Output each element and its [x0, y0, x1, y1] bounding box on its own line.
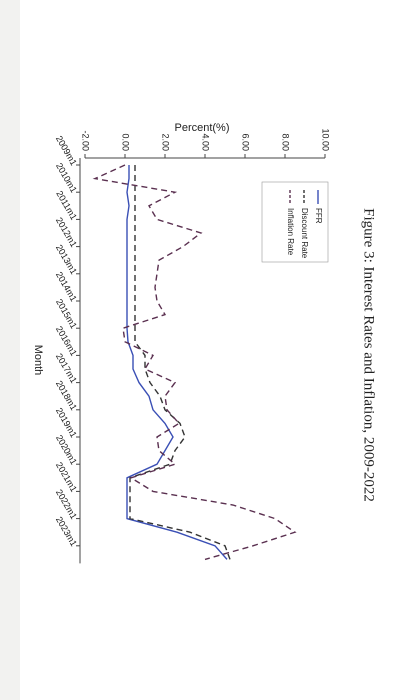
y-tick-label: 10.00: [321, 128, 331, 151]
legend-label: Discount Rate: [300, 208, 309, 259]
series-line: [92, 164, 297, 561]
chart-title: Figure 3: Interest Rates and Inflation, …: [361, 208, 377, 502]
series-line: [129, 165, 231, 560]
legend-box: [261, 181, 329, 263]
series-line: [126, 165, 228, 560]
y-tick-label: 4.00: [201, 133, 211, 151]
paper: [20, 0, 400, 700]
y-axis-label: Percent(%): [174, 122, 229, 134]
legend-label: Inflation Rate: [286, 208, 295, 256]
x-axis-label: Month: [32, 345, 44, 376]
legend-label: FFR: [314, 208, 323, 224]
y-tick-label: 8.00: [281, 133, 291, 151]
y-tick-label: 6.00: [241, 133, 251, 151]
y-tick-label: -2.00: [81, 130, 91, 151]
y-tick-label: 2.00: [161, 133, 171, 151]
y-tick-label: 0.00: [121, 133, 131, 151]
